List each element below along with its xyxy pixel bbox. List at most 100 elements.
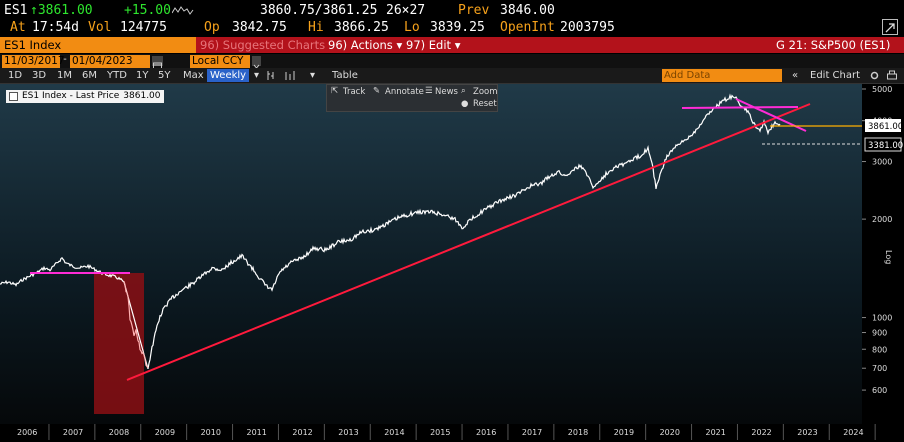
- actions-menu[interactable]: 96) Actions ▾: [328, 38, 403, 52]
- track-button[interactable]: Track: [343, 87, 366, 97]
- reset-button[interactable]: Reset: [473, 99, 497, 109]
- level-tag-text: 3381.00: [868, 141, 903, 151]
- bar-style-icon[interactable]: [284, 70, 296, 81]
- legend-checkbox[interactable]: [9, 92, 18, 101]
- expand-icon[interactable]: [882, 19, 898, 35]
- reset-icon[interactable]: ●: [461, 99, 469, 109]
- prev-label: Prev: [458, 3, 490, 18]
- vol-value: 124775: [120, 20, 167, 35]
- period-1y[interactable]: 1Y: [136, 70, 149, 81]
- last-price: ↑3861.00: [30, 3, 93, 18]
- x-tick-label: 2014: [384, 428, 404, 437]
- time-label: At: [10, 20, 26, 35]
- add-data-input[interactable]: Add Data: [662, 69, 782, 82]
- end-date-field[interactable]: 01/04/2023: [70, 55, 150, 68]
- hi-value: 3866.25: [334, 20, 389, 35]
- frequency-chevron-icon[interactable]: ▾: [254, 70, 260, 81]
- collapse-left-icon[interactable]: «: [792, 70, 799, 81]
- time-value: 17:54d: [32, 20, 79, 35]
- x-tick-label: 2009: [155, 428, 175, 437]
- x-tick-label: 2008: [109, 428, 129, 437]
- y-tick-label: 900: [872, 329, 887, 338]
- period-toolbar: 1D 3D 1M 6M YTD 1Y 5Y Max Weekly ▾ ▾ Tab…: [0, 68, 904, 84]
- zoom-button[interactable]: Zoom: [473, 87, 498, 97]
- track-icon[interactable]: ⇱: [331, 86, 339, 96]
- annotate-icon[interactable]: ✎: [373, 86, 381, 96]
- annotate-button[interactable]: Annotate: [385, 87, 424, 97]
- period-3d[interactable]: 3D: [32, 70, 47, 81]
- openint-label: OpenInt: [500, 20, 555, 35]
- vol-label: Vol: [88, 20, 112, 35]
- period-1m[interactable]: 1M: [57, 70, 72, 81]
- legend-label: ES1 Index - Last Price: [22, 91, 120, 101]
- print-icon[interactable]: [886, 70, 898, 81]
- date-bar: 11/03/2017 - 01/04/2023 Local CCY: [0, 54, 904, 71]
- chart-tools-panel: ⇱ Track ✎ Annotate ☰ News ⌕ Zoom ● Reset: [326, 84, 498, 112]
- x-tick-label: 2012: [292, 428, 312, 437]
- x-tick-label: 2017: [522, 428, 542, 437]
- currency-select[interactable]: Local CCY: [190, 55, 250, 68]
- x-tick-label: 2020: [660, 428, 680, 437]
- period-5y[interactable]: 5Y: [158, 70, 171, 81]
- series-legend[interactable]: ES1 Index - Last Price 3861.00: [6, 90, 164, 103]
- y-tick-label: 3000: [872, 158, 892, 167]
- zoom-icon[interactable]: ⌕: [461, 86, 466, 96]
- x-tick-label: 2019: [614, 428, 634, 437]
- period-1d[interactable]: 1D: [8, 70, 23, 81]
- crash-zone-highlight: [94, 273, 144, 414]
- prev-value: 3846.00: [500, 3, 555, 18]
- edit-menu[interactable]: 97) Edit ▾: [406, 38, 461, 52]
- ticker: ES1: [4, 3, 28, 18]
- x-tick-label: 2015: [430, 428, 450, 437]
- x-axis-area: [0, 424, 904, 442]
- edit-chart-button[interactable]: Edit Chart: [810, 70, 861, 81]
- period-6m[interactable]: 6M: [82, 70, 97, 81]
- y-tick-label: 2000: [872, 215, 892, 224]
- x-tick-label: 2016: [476, 428, 496, 437]
- suggested-charts-menu[interactable]: 96) Suggested Charts: [200, 38, 326, 52]
- command-bar: ES1 Index 96) Suggested Charts 96) Actio…: [0, 37, 904, 53]
- last-price-tag-text: 3861.00: [868, 122, 903, 132]
- frequency-select[interactable]: Weekly: [207, 69, 250, 82]
- support-trendline: [126, 103, 811, 381]
- x-tick-label: 2013: [338, 428, 358, 437]
- chart-title: G 21: S&P500 (ES1): [776, 38, 891, 52]
- end-date-value: 01/04/2023: [72, 55, 133, 67]
- currency-value: Local CCY: [192, 55, 244, 67]
- currency-chevron-icon[interactable]: [252, 56, 261, 69]
- lo-value: 3839.25: [430, 20, 485, 35]
- y-tick-label: 800: [872, 345, 887, 354]
- bid-ask: 3860.75/3861.25: [260, 3, 378, 18]
- x-tick-label: 2023: [797, 428, 817, 437]
- table-button[interactable]: Table: [332, 70, 358, 81]
- news-icon[interactable]: ☰: [425, 86, 433, 96]
- legend-value: 3861.00: [123, 91, 161, 101]
- price-chart[interactable]: 50004000300020001000900800700600 2006200…: [0, 84, 904, 442]
- period-max[interactable]: Max: [183, 70, 204, 81]
- news-button[interactable]: News: [435, 87, 458, 97]
- y-tick-label: 5000: [872, 85, 892, 94]
- last-price-tag: [865, 119, 901, 132]
- security-field[interactable]: ES1 Index: [0, 37, 196, 53]
- period-ytd[interactable]: YTD: [107, 70, 127, 81]
- style-chevron-icon[interactable]: ▾: [310, 70, 316, 81]
- lo-label: Lo: [404, 20, 420, 35]
- top-resistance-line: [681, 106, 799, 109]
- quote-header: ES1 ↑3861.00 +15.00 3860.75/3861.25 26×2…: [0, 0, 904, 37]
- x-tick-label: 2018: [568, 428, 588, 437]
- open-value: 3842.75: [232, 20, 287, 35]
- open-label: Op: [204, 20, 220, 35]
- start-date-field[interactable]: 11/03/2017: [2, 55, 65, 68]
- x-tick-label: 2022: [751, 428, 771, 437]
- y-tick-label: 600: [872, 386, 887, 395]
- y-tick-label: 1000: [872, 314, 892, 323]
- level-tag: [864, 137, 902, 152]
- candle-icon[interactable]: [266, 70, 278, 81]
- y-tick-label: 700: [872, 364, 887, 373]
- log-scale-label: Log: [884, 250, 893, 264]
- x-tick-label: 2021: [706, 428, 726, 437]
- bid-ask-size: 26×27: [386, 3, 426, 18]
- gear-icon[interactable]: [869, 70, 880, 81]
- calendar-icon[interactable]: [152, 56, 163, 71]
- price-series-line: [0, 93, 781, 370]
